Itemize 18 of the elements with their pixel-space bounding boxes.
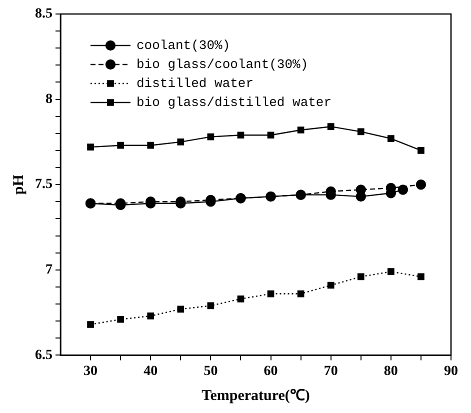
- x-tick-label: 40: [144, 364, 158, 380]
- x-tick-label: 50: [204, 364, 218, 380]
- legend-label: distilled water: [136, 76, 254, 91]
- x-axis-title: Temperature(℃): [202, 388, 310, 404]
- y-axis-title: pH: [10, 174, 27, 195]
- legend-label: bio glass/distilled water: [136, 94, 332, 110]
- y-tick-label: 8: [46, 92, 52, 107]
- legend-label: coolant(30%): [136, 38, 230, 53]
- x-tick-label: 60: [264, 364, 278, 380]
- y-tick-label: 7: [46, 262, 52, 278]
- y-tick-label: 7.5: [35, 177, 52, 192]
- x-tick-label: 70: [324, 364, 338, 380]
- y-tick-label: 8.5: [35, 6, 52, 22]
- y-tick-label: 6.5: [35, 348, 52, 363]
- x-tick-label: 90: [444, 364, 458, 380]
- x-tick-label: 80: [384, 364, 398, 380]
- x-tick-label: 30: [84, 364, 98, 380]
- legend-label: bio glass/coolant(30%): [136, 56, 308, 72]
